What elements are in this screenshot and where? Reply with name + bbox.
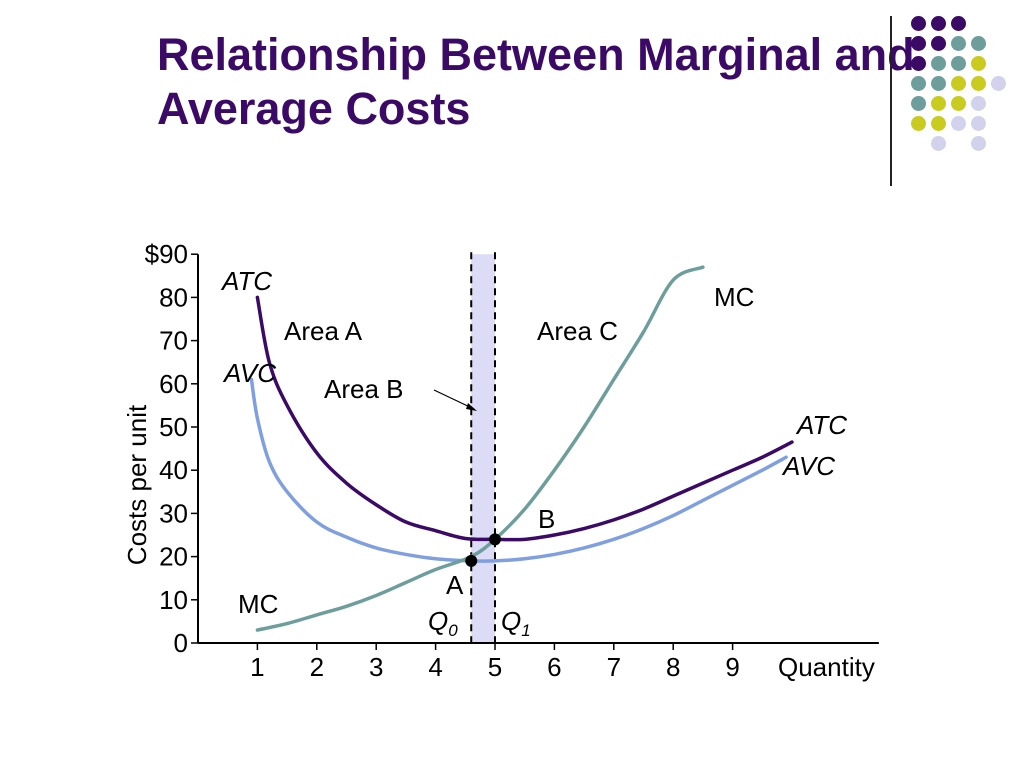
x-tick-label: 4: [428, 652, 442, 682]
point-a-marker: [465, 554, 478, 567]
decorative-dot: [951, 76, 966, 91]
slide-title: Relationship Between Marginal and Averag…: [157, 28, 917, 136]
series-mc-curve: [255, 265, 705, 632]
x-tick-label: 6: [547, 652, 561, 682]
y-tick-label: 40: [159, 455, 188, 485]
point-b-label: B: [538, 504, 555, 534]
decorative-dot: [931, 76, 946, 91]
decorative-dot: [951, 116, 966, 131]
series-atc-curve: [255, 295, 794, 542]
x-axis-label: Quantity: [778, 652, 875, 682]
decorative-dot: [991, 76, 1006, 91]
decorative-dot: [971, 76, 986, 91]
decorative-dot: [931, 56, 946, 71]
y-axis-label: Costs per unit: [122, 404, 152, 565]
x-tick-label: 7: [607, 652, 621, 682]
y-tick-label: 70: [159, 326, 188, 356]
decorative-dot: [911, 36, 926, 51]
decorative-dot: [971, 136, 986, 151]
avc-label-left: AVC: [222, 358, 276, 388]
y-tick-label: 50: [159, 412, 188, 442]
title-line-1: Relationship Between Marginal and: [157, 29, 915, 80]
decorative-dot: [931, 36, 946, 51]
point-b-marker: [489, 533, 501, 546]
q1-label: Q1: [501, 606, 531, 640]
area-b-pointer-arrowhead: [466, 403, 477, 411]
area-b-label: Area B: [324, 374, 404, 404]
shaded-band-layer: [470, 252, 496, 643]
x-tick-label: 3: [369, 652, 383, 682]
decorative-dot: [971, 96, 986, 111]
decorative-dot: [911, 16, 926, 31]
axes-layer: 0 10 20 30 40 50 60 70 80 $90 1 2 3 4 5 6 7 8 9: [145, 239, 879, 682]
decorative-dot: [971, 36, 986, 51]
mc-label-bottom: MC: [238, 589, 278, 619]
decorative-dot: [911, 116, 926, 131]
mc-label-top: MC: [714, 282, 754, 312]
area-a-label: Area A: [284, 316, 363, 346]
decorative-dot: [931, 16, 946, 31]
x-tick-label: 2: [310, 652, 324, 682]
decorative-dot: [971, 56, 986, 71]
decorative-dot: [911, 96, 926, 111]
area-b-band: [471, 254, 495, 643]
decorative-dot: [951, 56, 966, 71]
q0-label: Q0: [428, 606, 458, 640]
atc-label-left: ATC: [220, 266, 272, 296]
x-tick-label: 1: [250, 652, 264, 682]
decorative-dot: [951, 16, 966, 31]
series-avc-curve: [249, 377, 788, 563]
point-layer: [465, 533, 501, 567]
y-tick-label: 30: [159, 498, 188, 528]
x-tick-label: 9: [725, 652, 739, 682]
title-line-2: Average Costs: [157, 83, 471, 134]
x-tick-label: 8: [666, 652, 680, 682]
decorative-dot: [951, 36, 966, 51]
series-layer: [249, 265, 794, 632]
y-tick-label: 80: [159, 282, 188, 312]
area-c-label: Area C: [537, 316, 618, 346]
decorative-dot: [931, 116, 946, 131]
decorative-dot: [971, 116, 986, 131]
decorative-dot: [931, 96, 946, 111]
avc-label-right: AVC: [781, 451, 835, 481]
decorative-dot: [931, 136, 946, 151]
y-tick-label: 0: [174, 628, 188, 658]
atc-label-right: ATC: [795, 410, 847, 440]
y-tick-label: 60: [159, 369, 188, 399]
y-tick-label: 10: [159, 585, 188, 615]
y-tick-label: 20: [159, 542, 188, 572]
point-a-label: A: [446, 570, 464, 600]
y-tick-label: $90: [145, 239, 188, 269]
decorative-dot: [951, 96, 966, 111]
title-divider: [890, 16, 892, 186]
decorative-dot: [911, 56, 926, 71]
x-tick-label: 5: [488, 652, 502, 682]
decorative-dot: [911, 76, 926, 91]
